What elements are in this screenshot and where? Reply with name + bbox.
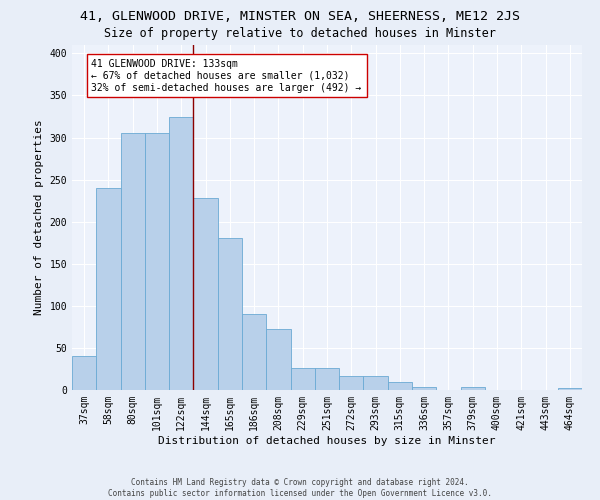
Text: 41 GLENWOOD DRIVE: 133sqm
← 67% of detached houses are smaller (1,032)
32% of se: 41 GLENWOOD DRIVE: 133sqm ← 67% of detac… [91, 60, 362, 92]
Y-axis label: Number of detached properties: Number of detached properties [34, 120, 44, 316]
Bar [461, 386, 485, 390]
Bar [218, 238, 242, 390]
Bar [266, 328, 290, 390]
Bar [290, 368, 315, 390]
Bar [169, 116, 193, 390]
Bar [72, 356, 96, 390]
Bar [193, 198, 218, 390]
Text: Size of property relative to detached houses in Minster: Size of property relative to detached ho… [104, 28, 496, 40]
Bar [145, 134, 169, 390]
Bar [121, 134, 145, 390]
Bar [242, 314, 266, 390]
Bar [412, 386, 436, 390]
Bar [315, 368, 339, 390]
Bar [364, 376, 388, 390]
Bar [339, 376, 364, 390]
Text: Contains HM Land Registry data © Crown copyright and database right 2024.
Contai: Contains HM Land Registry data © Crown c… [108, 478, 492, 498]
Bar [388, 382, 412, 390]
Bar [558, 388, 582, 390]
Bar [96, 188, 121, 390]
Text: 41, GLENWOOD DRIVE, MINSTER ON SEA, SHEERNESS, ME12 2JS: 41, GLENWOOD DRIVE, MINSTER ON SEA, SHEE… [80, 10, 520, 23]
X-axis label: Distribution of detached houses by size in Minster: Distribution of detached houses by size … [158, 436, 496, 446]
